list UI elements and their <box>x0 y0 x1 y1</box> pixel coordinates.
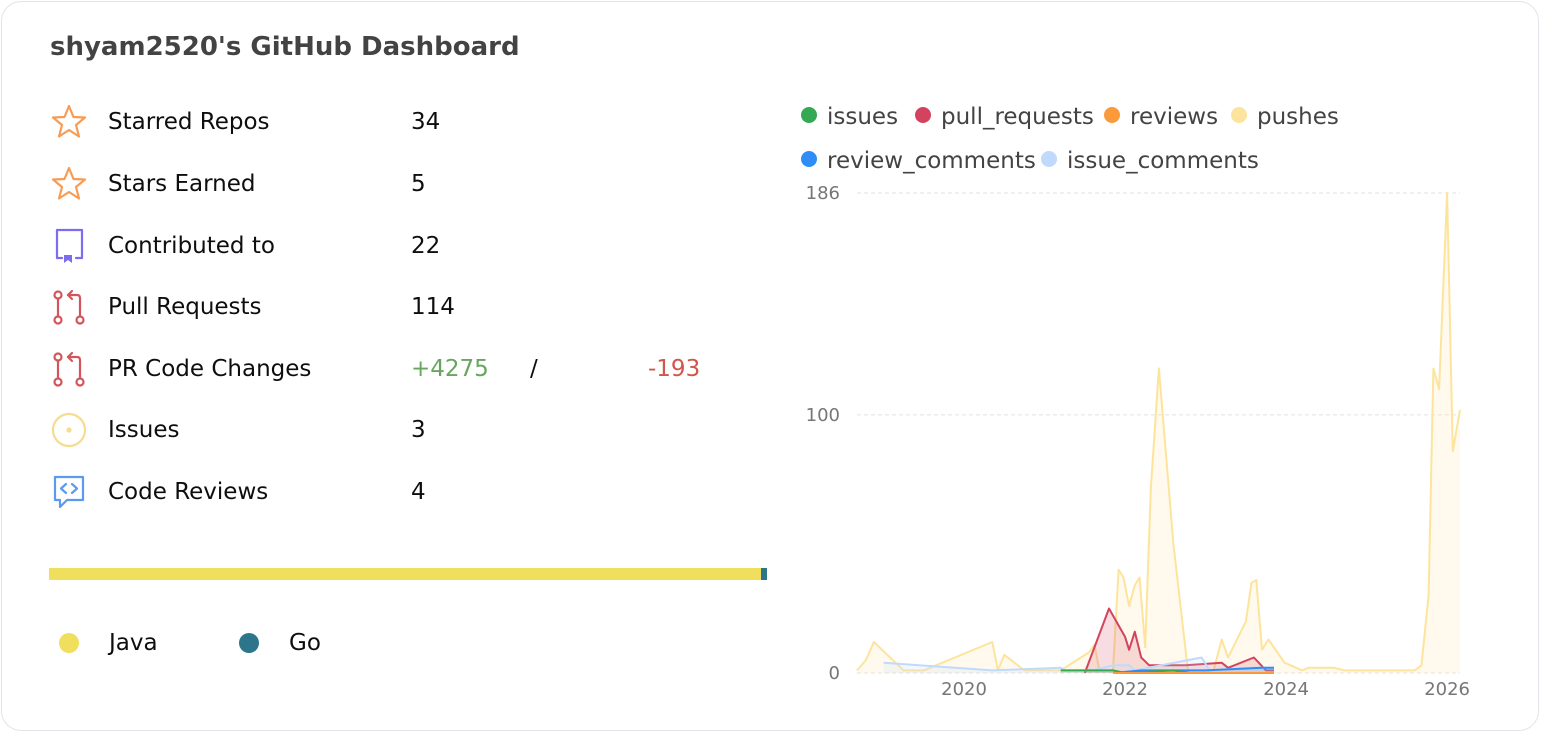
legend-dot <box>1104 107 1120 123</box>
stat-label: Pull Requests <box>108 294 262 320</box>
x-tick-label: 2024 <box>1263 679 1309 700</box>
stat-row-pr-code-changes: PR Code Changes +4275 / -193 <box>48 348 748 388</box>
language-bar <box>49 568 767 580</box>
stat-value: 22 <box>411 233 441 259</box>
legend-label: review_comments <box>827 148 1036 174</box>
language-segment-go <box>760 568 767 580</box>
legend-item-issues[interactable]: issues <box>801 104 898 130</box>
legend-label: reviews <box>1130 104 1219 130</box>
stat-value: 4 <box>411 479 426 505</box>
line-pull-requests <box>1083 607 1274 674</box>
deletions-value: -193 <box>648 356 701 382</box>
git-pull-request-icon <box>50 350 88 388</box>
line-review-comments <box>1112 666 1274 674</box>
stat-label: Starred Repos <box>108 109 270 135</box>
line-issues <box>1060 669 1190 674</box>
stat-value: 34 <box>411 109 441 135</box>
language-name: Go <box>289 630 321 656</box>
legend-item-issue-comments[interactable]: issue_comments <box>1041 148 1259 174</box>
legend-label: pushes <box>1257 104 1339 130</box>
y-tick-label: 0 <box>829 663 840 684</box>
legend-item-pull-requests[interactable]: pull_requests <box>915 104 1094 130</box>
stat-row-code-reviews: Code Reviews 4 <box>48 471 748 511</box>
git-pull-request-icon <box>50 288 88 326</box>
stat-label: Code Reviews <box>108 479 269 505</box>
x-tick-label: 2020 <box>941 679 987 700</box>
legend-dot <box>915 107 931 123</box>
line-pushes <box>856 192 1461 672</box>
stat-label: PR Code Changes <box>108 356 312 382</box>
area-issue-comments <box>883 657 1274 673</box>
stat-row-starred-repos: Starred Repos 34 <box>48 101 748 141</box>
repo-icon <box>50 227 88 265</box>
stat-label: Issues <box>108 417 180 443</box>
page-title: shyam2520's GitHub Dashboard <box>50 32 520 62</box>
stat-row-pull-requests: Pull Requests 114 <box>48 286 748 326</box>
language-segment-java <box>49 568 761 580</box>
legend-dot <box>1231 107 1247 123</box>
legend-label: issues <box>827 104 899 130</box>
x-tick-label: 2026 <box>1424 679 1470 700</box>
code-review-icon <box>50 473 88 511</box>
legend-item-pushes[interactable]: pushes <box>1231 104 1339 130</box>
legend-dot <box>1041 151 1057 167</box>
language-dot <box>239 633 259 653</box>
y-tick-label: 186 <box>806 183 840 204</box>
star-icon <box>50 103 88 141</box>
legend-label: pull_requests <box>941 104 1094 130</box>
stat-label: Contributed to <box>108 233 275 259</box>
legend-label: issue_comments <box>1067 148 1259 174</box>
additions-value: +4275 <box>411 356 489 382</box>
stat-row-issues: Issues 3 <box>48 409 748 449</box>
legend-item-reviews[interactable]: reviews <box>1104 104 1218 130</box>
area-pushes <box>857 193 1460 673</box>
stat-row-stars-earned: Stars Earned 5 <box>48 163 748 203</box>
issue-opened-icon <box>50 411 88 449</box>
star-icon <box>50 165 88 203</box>
separator: / <box>530 356 538 382</box>
y-tick-label: 100 <box>806 405 840 426</box>
stat-row-contributed-to: Contributed to 22 <box>48 225 748 265</box>
area-pull-requests <box>1084 608 1274 673</box>
stat-value: 5 <box>411 171 426 197</box>
stat-label: Stars Earned <box>108 171 256 197</box>
legend-dot <box>801 151 817 167</box>
x-tick-label: 2022 <box>1102 679 1148 700</box>
stat-value: 114 <box>411 294 455 320</box>
legend-dot <box>801 107 817 123</box>
stat-value: 3 <box>411 417 426 443</box>
legend-item-review-comments[interactable]: review_comments <box>801 148 1036 174</box>
language-name: Java <box>109 630 158 656</box>
language-dot <box>59 633 79 653</box>
